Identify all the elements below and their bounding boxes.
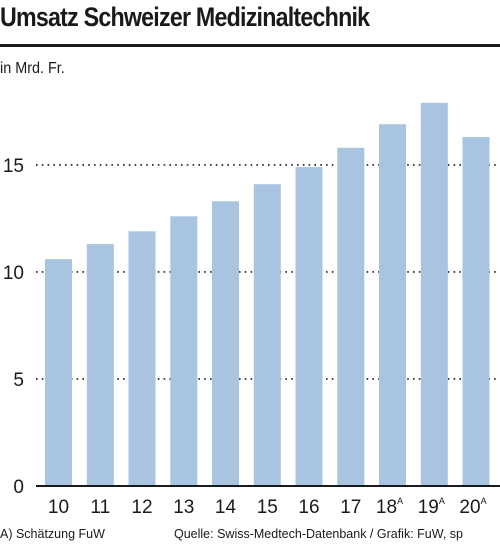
bar	[337, 147, 365, 487]
bar	[420, 102, 448, 487]
x-tick-label: 11	[90, 497, 110, 518]
y-tick-label: 15	[3, 156, 24, 177]
bar	[379, 124, 406, 486]
bars	[45, 102, 490, 487]
x-tick-label: 14	[215, 497, 237, 518]
title-rule	[0, 44, 500, 47]
x-tick-label: 17	[340, 497, 361, 518]
unit-label: in Mrd. Fr.	[0, 60, 65, 77]
x-tick-label: 12	[131, 497, 152, 518]
x-tick-label: 13	[173, 497, 194, 518]
x-tick-label: 19A	[418, 496, 445, 518]
y-tick-label: 10	[3, 263, 24, 284]
bar	[295, 167, 323, 486]
y-tick-label: 0	[13, 477, 24, 498]
bar	[128, 231, 156, 486]
x-tick-label: 20A	[459, 496, 486, 518]
x-tick-superscript: A	[481, 496, 487, 506]
bar	[253, 184, 281, 486]
bar	[86, 244, 114, 486]
chart-title: Umsatz Schweizer Medizinaltechnik	[0, 2, 370, 32]
x-tick-label: 10	[48, 497, 69, 518]
footnote: A) Schätzung FuW	[0, 527, 105, 541]
y-tick-labels: 0 5 10 15	[3, 156, 24, 498]
x-tick-label: 16	[298, 497, 319, 518]
y-tick-label: 5	[13, 370, 24, 391]
x-tick-superscript: A	[397, 496, 403, 506]
bar	[462, 137, 490, 486]
bar	[212, 201, 239, 487]
x-tick-label: 15	[257, 497, 278, 518]
x-tick-label: 18A	[376, 496, 403, 518]
source-note: Quelle: Swiss-Medtech-Datenbank / Grafik…	[174, 527, 463, 541]
x-tick-superscript: A	[439, 496, 445, 506]
bar	[45, 259, 72, 486]
bar	[170, 216, 198, 487]
x-tick-labels: 10 11 12 13 14 15 16 17 18A 19A 20A	[48, 496, 487, 518]
